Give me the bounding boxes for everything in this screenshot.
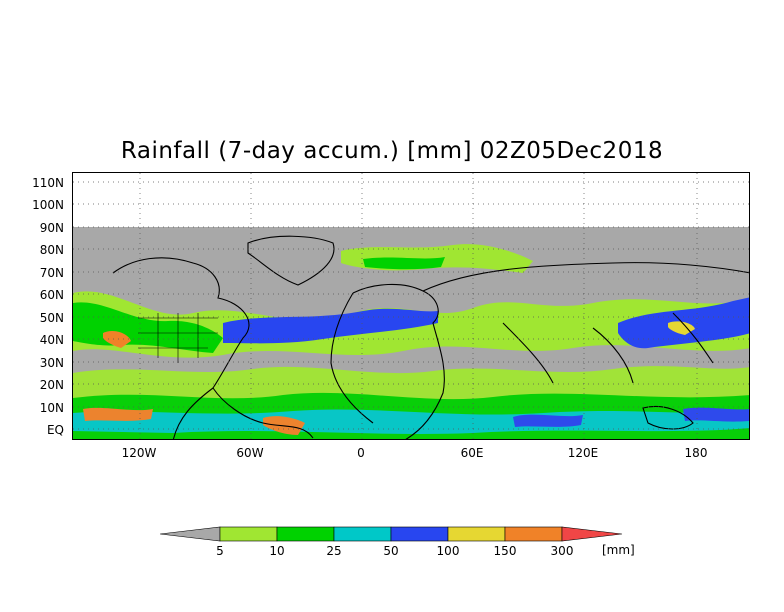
colorbar-segment-100-150 bbox=[447, 526, 506, 542]
lat-label-100n: 100N bbox=[32, 198, 64, 212]
lon-label-60w: 60W bbox=[236, 446, 264, 460]
tropical-rain-band bbox=[73, 366, 749, 439]
lat-label-30n: 30N bbox=[39, 356, 64, 370]
colorbar-tick-300: 300 bbox=[550, 544, 574, 558]
lat-label-20n: 20N bbox=[39, 378, 64, 392]
lat-label-80n: 80N bbox=[39, 243, 64, 257]
coastlines bbox=[112, 235, 749, 439]
colorbar-unit: [mm] bbox=[602, 543, 635, 557]
colorbar-tick-100: 100 bbox=[436, 544, 460, 558]
colorbar bbox=[160, 526, 623, 542]
us-state-borders bbox=[138, 313, 218, 363]
colorbar-lower-arrow bbox=[160, 526, 221, 542]
colorbar-segment-5-10 bbox=[219, 526, 278, 542]
colorbar-upper-arrow bbox=[561, 526, 623, 542]
lon-label-60e: 60E bbox=[460, 446, 484, 460]
lon-label-0: 0 bbox=[357, 446, 365, 460]
rainfall-map bbox=[72, 172, 750, 440]
colorbar-segment-50-100 bbox=[390, 526, 449, 542]
colorbar-tick-10: 10 bbox=[269, 544, 285, 558]
storm-tracks bbox=[73, 244, 749, 358]
colorbar-segment-150-300 bbox=[504, 526, 563, 542]
lat-label-50n: 50N bbox=[39, 311, 64, 325]
lon-label-120e: 120E bbox=[567, 446, 599, 460]
colorbar-segment-10-25 bbox=[276, 526, 335, 542]
colorbar-segment-25-50 bbox=[333, 526, 392, 542]
lat-label-10n: 10N bbox=[39, 401, 64, 415]
colorbar-tick-25: 25 bbox=[326, 544, 342, 558]
lat-label-eq: EQ bbox=[46, 423, 64, 437]
colorbar-tick-150: 150 bbox=[493, 544, 517, 558]
map-title: Rainfall (7-day accum.) [mm] 02Z05Dec201… bbox=[120, 138, 664, 164]
lon-label-120w: 120W bbox=[121, 446, 157, 460]
gridlines bbox=[73, 173, 749, 439]
colorbar-tick-50: 50 bbox=[383, 544, 399, 558]
colorbar-tick-5: 5 bbox=[216, 544, 224, 558]
lat-label-40n: 40N bbox=[39, 333, 64, 347]
lat-label-110n: 110N bbox=[32, 176, 64, 190]
map-canvas bbox=[73, 173, 749, 439]
lat-label-70n: 70N bbox=[39, 266, 64, 280]
lat-label-60n: 60N bbox=[39, 288, 64, 302]
lon-label-180: 180 bbox=[684, 446, 708, 460]
lat-label-90n: 90N bbox=[39, 221, 64, 235]
no-data-region bbox=[73, 173, 749, 227]
